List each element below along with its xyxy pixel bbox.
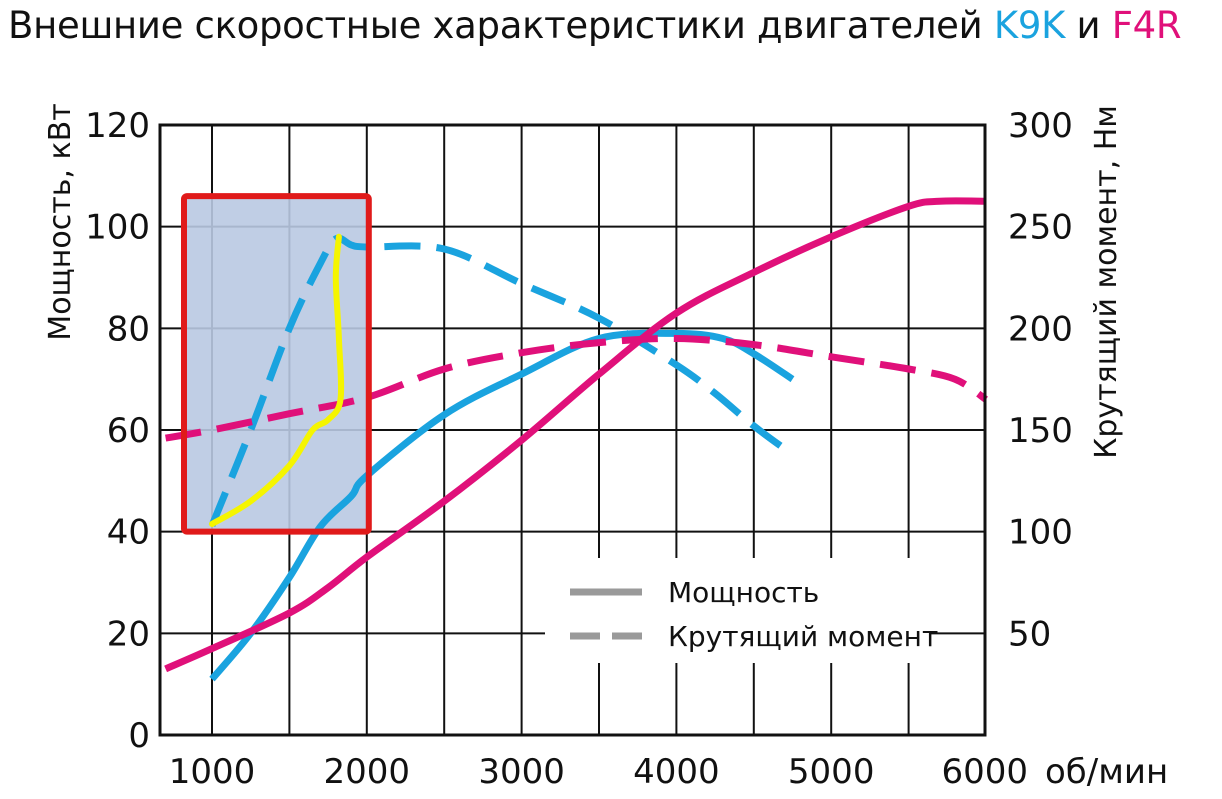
y-right-tick-label-200: 200 — [1008, 309, 1073, 349]
series-line-f4r-power — [164, 197, 987, 673]
series-layer — [164, 193, 989, 682]
plot-frame — [158, 123, 987, 737]
legend-label-power: Мощность — [668, 576, 819, 609]
legend-box — [545, 558, 930, 663]
y-right-tick-label-150: 150 — [1008, 411, 1073, 451]
y-axis-label-right: Крутящий момент, Нм — [1089, 105, 1124, 459]
y-right-tick-label-50: 50 — [1008, 614, 1051, 654]
chart-title: Внешние скоростные характеристики двигат… — [8, 4, 1182, 47]
title-conjunction: и — [1065, 4, 1112, 47]
x-tick-label-1000: 1000 — [169, 752, 256, 792]
y-axis-label-left: Мощность, кВт — [43, 103, 78, 340]
y-left-tick-label-40: 40 — [107, 513, 150, 553]
y-right-tick-label-100: 100 — [1008, 513, 1073, 553]
x-axis-label: об/мин — [1045, 752, 1168, 792]
y-left-tick-label-20: 20 — [107, 614, 150, 654]
y-left-tick-label-120: 120 — [85, 106, 150, 146]
y-left-tick-label-0: 0 — [128, 716, 150, 756]
x-tick-label-3000: 3000 — [478, 752, 565, 792]
legend: Мощность Крутящий момент — [545, 558, 938, 663]
x-tick-label-4000: 4000 — [633, 752, 720, 792]
title-prefix: Внешние скоростные характеристики двигат… — [8, 4, 994, 47]
plot-border — [158, 123, 987, 737]
title-engine-f4r: F4R — [1111, 4, 1182, 47]
series-line-f4r-torque — [165, 334, 989, 442]
series-line-k9k-power — [209, 329, 795, 682]
y-right-tick-label-250: 250 — [1008, 208, 1073, 248]
y-left-tick-label-60: 60 — [107, 411, 150, 451]
series-line-k9k-torque — [208, 234, 795, 527]
x-tick-label-5000: 5000 — [788, 752, 875, 792]
y-left-tick-label-80: 80 — [107, 309, 150, 349]
x-tick-label-2000: 2000 — [324, 752, 411, 792]
title-engine-k9k: K9K — [993, 4, 1066, 47]
legend-label-torque: Крутящий момент — [668, 620, 938, 653]
highlight-region-border — [181, 193, 372, 535]
annotation-curve — [209, 233, 345, 527]
x-tick-label-6000: 6000 — [941, 752, 1028, 792]
y-right-tick-label-300: 300 — [1008, 106, 1073, 146]
y-left-tick-label-100: 100 — [85, 208, 150, 248]
tick-labels: 1000 2000 3000 4000 5000 6000 0 20 40 60 80 100 120 5… — [85, 106, 1073, 792]
